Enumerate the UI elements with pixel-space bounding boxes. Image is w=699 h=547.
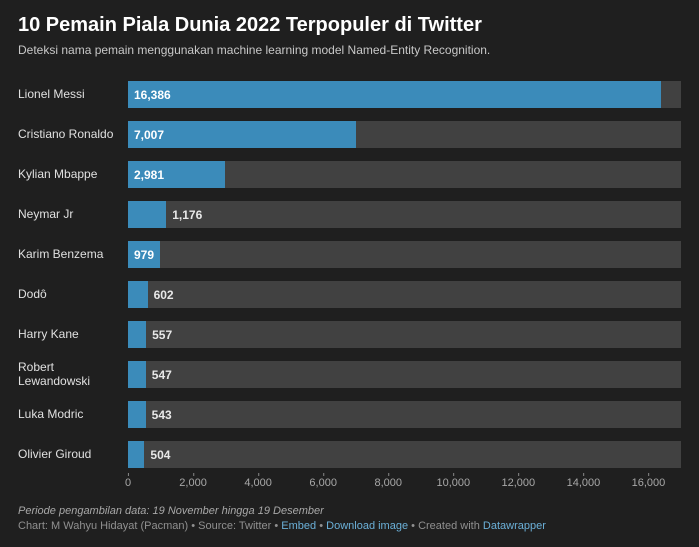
download-link[interactable]: Download image <box>326 520 408 532</box>
credit-source: Source: Twitter <box>198 520 271 532</box>
credit-created: Created with <box>418 520 480 532</box>
x-tick: 6,000 <box>309 477 337 489</box>
bar-track: 16,386 <box>128 81 681 108</box>
embed-link[interactable]: Embed <box>281 520 316 532</box>
bar-label: Cristiano Ronaldo <box>18 128 128 141</box>
bar-row: Luka Modric 543 <box>18 395 681 435</box>
bar-row: Neymar Jr 1,176 <box>18 195 681 235</box>
bar-value: 1,176 <box>166 201 208 228</box>
chart-area: Lionel Messi16,386Cristiano Ronaldo7,007… <box>18 75 681 475</box>
bar-value: 979 <box>128 241 160 268</box>
bar-label: Harry Kane <box>18 328 128 341</box>
x-axis: 0 2,000 4,000 6,000 8,000 10,000 12,000 14,000 1… <box>18 477 681 499</box>
bar-label: Karim Benzema <box>18 248 128 261</box>
chart-title: 10 Pemain Piala Dunia 2022 Terpopuler di… <box>18 14 681 37</box>
chart-note: Periode pengambilan data: 19 November hi… <box>18 505 681 517</box>
credit-author: Chart: M Wahyu Hidayat (Pacman) <box>18 520 188 532</box>
x-tick: 16,000 <box>632 477 666 489</box>
bar-label: Robert Lewandowski <box>18 361 128 387</box>
bar-value: 16,386 <box>128 81 177 108</box>
bar-value: 504 <box>144 441 176 468</box>
x-tick: 10,000 <box>436 477 470 489</box>
bar-label: Olivier Giroud <box>18 448 128 461</box>
bar-value: 2,981 <box>128 161 170 188</box>
x-tick: 0 <box>125 477 131 489</box>
bar-track: 979 <box>128 241 681 268</box>
bar-row: Olivier Giroud 504 <box>18 435 681 475</box>
tool-link[interactable]: Datawrapper <box>483 520 546 532</box>
bar-background <box>128 241 681 268</box>
bar-fill <box>128 401 146 428</box>
bar-background <box>128 361 681 388</box>
chart-credit: Chart: M Wahyu Hidayat (Pacman) • Source… <box>18 520 681 532</box>
bar-track: 7,007 <box>128 121 681 148</box>
bar-value: 7,007 <box>128 121 170 148</box>
bar-value: 543 <box>146 401 178 428</box>
bar-value: 547 <box>146 361 178 388</box>
bar-row: Kylian Mbappe2,981 <box>18 155 681 195</box>
bar-fill <box>128 201 166 228</box>
bar-track: 557 <box>128 321 681 348</box>
x-tick: 2,000 <box>179 477 207 489</box>
bar-fill <box>128 281 148 308</box>
bar-value: 602 <box>148 281 180 308</box>
bar-row: Dodô 602 <box>18 275 681 315</box>
bar-label: Neymar Jr <box>18 208 128 221</box>
bar-row: Robert Lewandowski 547 <box>18 355 681 395</box>
x-tick: 12,000 <box>502 477 536 489</box>
bar-background <box>128 201 681 228</box>
bar-track: 547 <box>128 361 681 388</box>
bar-background <box>128 401 681 428</box>
bar-fill <box>128 81 661 108</box>
bar-background <box>128 441 681 468</box>
x-tick: 14,000 <box>567 477 601 489</box>
bar-label: Lionel Messi <box>18 88 128 101</box>
x-tick: 8,000 <box>374 477 402 489</box>
bar-row: Lionel Messi16,386 <box>18 75 681 115</box>
bar-track: 2,981 <box>128 161 681 188</box>
bar-fill <box>128 361 146 388</box>
chart-subtitle: Deteksi nama pemain menggunakan machine … <box>18 43 681 59</box>
bar-track: 602 <box>128 281 681 308</box>
bar-row: Karim Benzema979 <box>18 235 681 275</box>
bar-label: Luka Modric <box>18 408 128 421</box>
bar-track: 543 <box>128 401 681 428</box>
x-tick: 4,000 <box>244 477 272 489</box>
bar-background <box>128 281 681 308</box>
bar-fill <box>128 321 146 348</box>
bar-row: Harry Kane 557 <box>18 315 681 355</box>
bar-fill <box>128 441 144 468</box>
bar-value: 557 <box>146 321 178 348</box>
bar-label: Kylian Mbappe <box>18 168 128 181</box>
bar-row: Cristiano Ronaldo7,007 <box>18 115 681 155</box>
bar-label: Dodô <box>18 288 128 301</box>
bar-background <box>128 321 681 348</box>
bar-track: 1,176 <box>128 201 681 228</box>
bar-track: 504 <box>128 441 681 468</box>
